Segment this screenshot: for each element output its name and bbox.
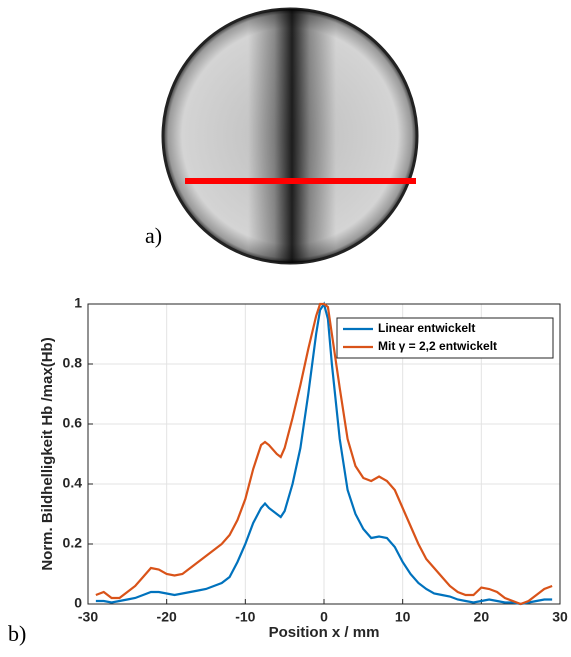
data-line <box>95 302 553 606</box>
x-tick-label: 0 <box>320 609 328 625</box>
x-tick-label: 10 <box>395 609 411 625</box>
panel-label: a) <box>145 223 162 248</box>
legend-box <box>336 317 554 359</box>
y-tick-label: 0.6 <box>63 415 83 431</box>
x-axis-label: Position x / mm <box>269 624 380 641</box>
data-line <box>95 301 553 606</box>
x-tick-label: -10 <box>235 609 255 625</box>
y-tick-label: 0.8 <box>63 355 83 371</box>
y-tick-label: 0 <box>74 595 82 611</box>
x-tick-label: 30 <box>552 609 568 625</box>
x-tick-label: -20 <box>157 609 177 625</box>
y-tick-label: 0.4 <box>63 475 83 491</box>
x-tick-label: 20 <box>474 609 490 625</box>
x-tick-label: -30 <box>78 609 98 625</box>
sample-image <box>161 7 419 265</box>
y-tick-label: 1 <box>74 295 82 311</box>
y-tick-label: 0.2 <box>63 535 83 551</box>
legend-label: Linear entwickelt <box>378 321 475 335</box>
panel-label: b) <box>8 621 26 646</box>
legend-label: Mit γ = 2,2 entwickelt <box>378 339 497 353</box>
y-axis-label: Norm. Bildhelligkeit Hb /max(Hb) <box>39 337 56 570</box>
